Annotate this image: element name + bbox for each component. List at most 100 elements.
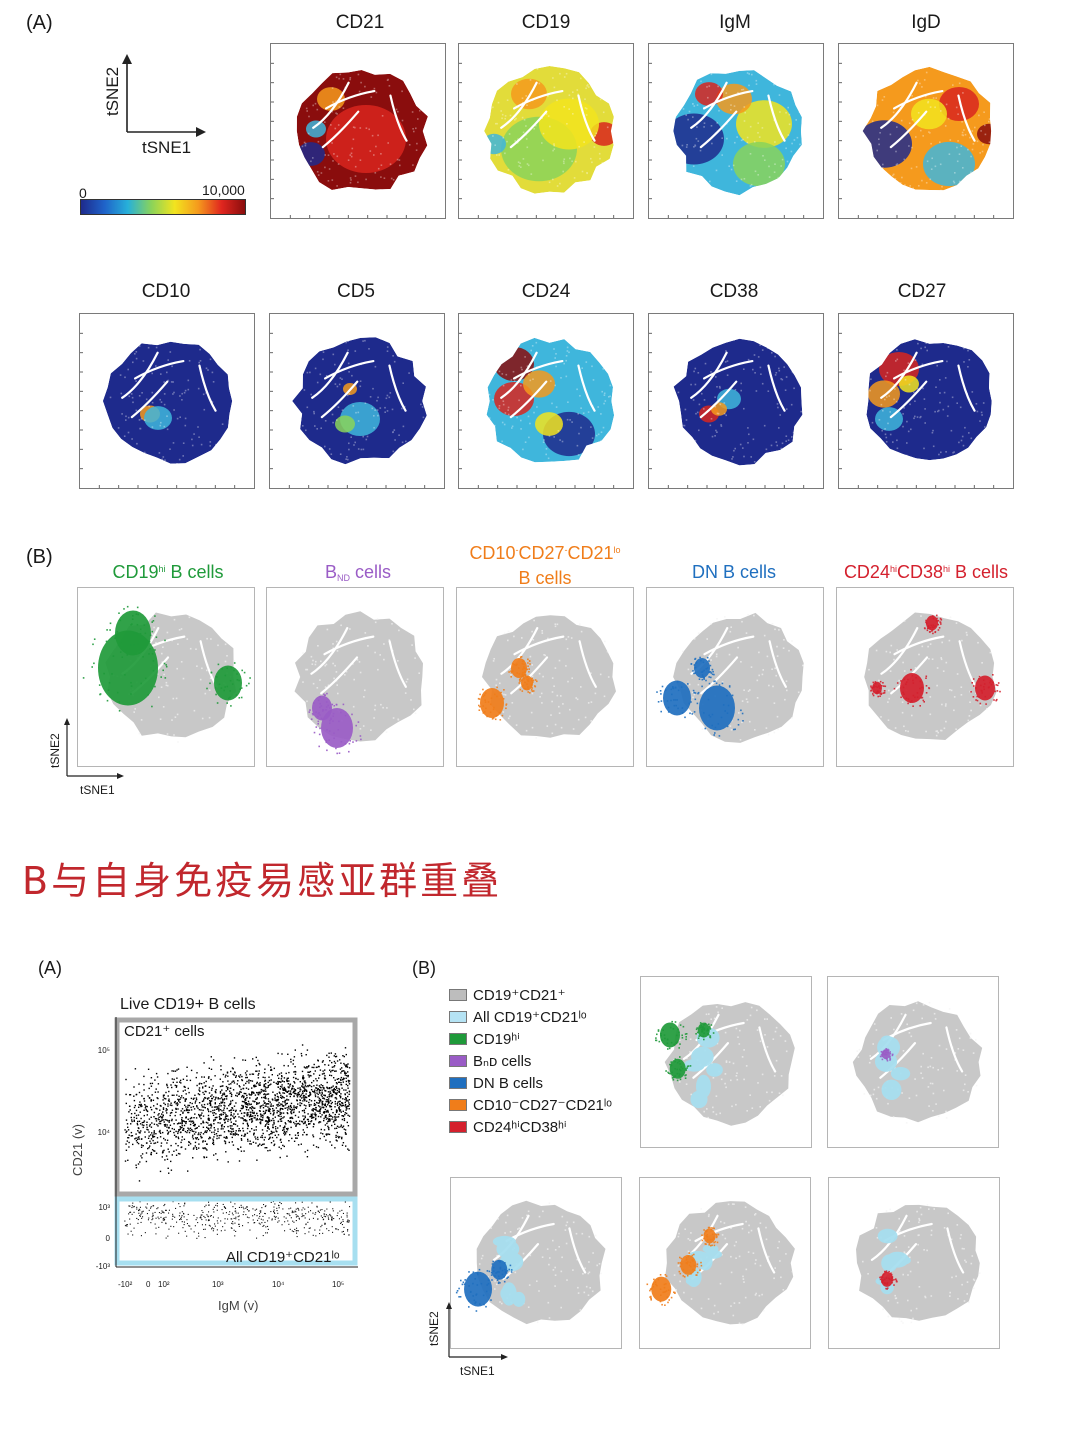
population-legend: CD19⁺CD21⁺ All CD19⁺CD21ˡᵒ CD19ʰⁱ Bₙᴅ ce… bbox=[449, 984, 612, 1138]
legend-item: CD19⁺CD21⁺ bbox=[449, 984, 612, 1006]
population-overlay-dn bbox=[656, 612, 804, 743]
overlay-panel-cd24 bbox=[828, 1177, 1000, 1349]
legend-item: All CD19⁺CD21ˡᵒ bbox=[449, 1006, 612, 1028]
overlay-bnd bbox=[852, 1001, 983, 1124]
axis-key-ylabel: tSNE2 bbox=[103, 66, 122, 116]
marker-title: CD27 bbox=[897, 281, 947, 302]
marker-title: CD19 bbox=[521, 12, 571, 33]
ytick: -10³ bbox=[95, 1262, 110, 1271]
marker-title: CD5 bbox=[336, 281, 375, 302]
figure1-panel-b-label: (B) bbox=[26, 546, 53, 568]
population-panel-bnd bbox=[266, 587, 444, 767]
figure2-panel-a-label: (A) bbox=[38, 958, 62, 978]
tsne-heatmap-cd19 bbox=[459, 62, 615, 218]
tsne-heatmap-cd21 bbox=[271, 62, 428, 218]
overlay-panel-cd19hi bbox=[640, 976, 812, 1148]
population-title-bnd: BND cells bbox=[324, 562, 392, 583]
scatter-xlabel: IgM (v) bbox=[218, 1298, 259, 1313]
figure2-panel-b-label: (B) bbox=[412, 958, 436, 978]
small-axis-ylabel: tSNE2 bbox=[48, 733, 62, 768]
small-axis-xlabel: tSNE1 bbox=[80, 783, 115, 797]
tsne-panel-cd38 bbox=[648, 313, 824, 489]
legend-item: DN B cells bbox=[449, 1072, 612, 1094]
legend-swatch bbox=[449, 989, 467, 1001]
xtick: -10² bbox=[118, 1280, 133, 1289]
colorbar-min: 0 bbox=[79, 185, 87, 201]
overlay-panel-bnd bbox=[827, 976, 999, 1148]
ytick: 0 bbox=[105, 1234, 110, 1243]
legend-swatch bbox=[449, 1077, 467, 1089]
gate-upper-label: CD21⁺ cells bbox=[124, 1023, 205, 1040]
overlay-panel-dn bbox=[450, 1177, 622, 1349]
legend-swatch bbox=[449, 1121, 467, 1133]
population-overlay-cd24 bbox=[864, 612, 1001, 740]
scatter-title: Live CD19+ B cells bbox=[120, 996, 256, 1013]
population-title-dn: DN B cells bbox=[691, 562, 776, 582]
marker-title: CD10 bbox=[141, 281, 191, 302]
tsne-panel-cd24 bbox=[458, 313, 634, 489]
tsne-axis-key-fig2 bbox=[446, 1302, 508, 1360]
overlay-dn bbox=[455, 1200, 606, 1325]
marker-title: IgM bbox=[719, 12, 751, 33]
population-title-cd10-cd27-cd21lo: CD10-CD27-CD21lo B cells bbox=[469, 543, 621, 588]
colorbar bbox=[80, 199, 246, 215]
population-panel-cd24 bbox=[836, 587, 1014, 767]
tsne-heatmap-igm bbox=[649, 62, 805, 218]
marker-title: CD24 bbox=[521, 281, 571, 302]
tsne-axis-key-small bbox=[64, 718, 124, 779]
population-panel-cd10 bbox=[456, 587, 634, 767]
population-panel-cd19hi bbox=[77, 587, 255, 767]
overlay-panel-cd10 bbox=[639, 1177, 811, 1349]
legend-item: CD24ʰⁱCD38ʰⁱ bbox=[449, 1116, 612, 1138]
population-title-cd24hi-cd38hi: CD24hiCD38hi B cells bbox=[843, 562, 1009, 582]
tsne-heatmap-cd24 bbox=[459, 332, 615, 488]
marker-title: CD38 bbox=[709, 281, 759, 302]
legend-swatch bbox=[449, 1011, 467, 1023]
scatter-dots bbox=[124, 1044, 351, 1239]
legend-swatch bbox=[449, 1033, 467, 1045]
xtick: 0 bbox=[146, 1280, 151, 1289]
overlay-cd24 bbox=[856, 1204, 981, 1324]
fig2-axis-xlabel: tSNE1 bbox=[460, 1364, 495, 1378]
tsne-panel-igm bbox=[648, 43, 824, 219]
gate-cd21-low[interactable] bbox=[114, 1196, 358, 1266]
overlay-cd19hi bbox=[655, 1002, 795, 1126]
gate-cd21-positive[interactable] bbox=[114, 1017, 358, 1197]
tsne-panel-cd19 bbox=[458, 43, 634, 219]
tsne-panel-cd5 bbox=[269, 313, 445, 489]
legend-swatch bbox=[449, 1055, 467, 1067]
xtick: 10⁵ bbox=[332, 1280, 345, 1289]
tsne-panel-cd21 bbox=[270, 43, 446, 219]
xtick: 10² bbox=[158, 1280, 170, 1289]
tsne-heatmap-cd5 bbox=[270, 332, 427, 488]
axis-key-xlabel: tSNE1 bbox=[142, 138, 192, 157]
colorbar-max: 10,000 bbox=[202, 182, 245, 198]
tsne-panel-cd10 bbox=[79, 313, 255, 489]
overlay-cd10 bbox=[646, 1201, 795, 1326]
tsne-heatmap-cd10 bbox=[80, 332, 237, 488]
ytick: 10⁵ bbox=[97, 1046, 110, 1055]
population-overlay-cd19hi bbox=[82, 605, 251, 743]
population-overlay-cd10 bbox=[477, 615, 616, 739]
figure1-panel-a-label: (A) bbox=[26, 12, 53, 34]
legend-item: CD19ʰⁱ bbox=[449, 1028, 612, 1050]
marker-title: CD21 bbox=[335, 12, 385, 33]
legend-item: Bₙᴅ cells bbox=[449, 1050, 612, 1072]
tsne-panel-cd27 bbox=[838, 313, 1014, 489]
tsne-heatmap-igd bbox=[839, 62, 995, 218]
gate-lower-label: All CD19⁺CD21ˡᵒ bbox=[226, 1249, 340, 1266]
ytick: 10³ bbox=[98, 1203, 110, 1212]
population-overlay-bnd bbox=[294, 611, 423, 755]
flow-scatter-plot bbox=[114, 1017, 358, 1268]
section-heading: B与自身免疫易感亚群重叠 bbox=[22, 859, 503, 903]
xtick: 10³ bbox=[212, 1280, 224, 1289]
tsne-panel-igd bbox=[838, 43, 1014, 219]
population-title-cd19hi: CD19hi B cells bbox=[112, 562, 224, 582]
xtick: 10⁴ bbox=[272, 1280, 285, 1289]
marker-title: IgD bbox=[911, 12, 941, 33]
fig2-axis-ylabel: tSNE2 bbox=[427, 1311, 441, 1346]
ytick: 10⁴ bbox=[97, 1128, 110, 1137]
legend-swatch bbox=[449, 1099, 467, 1111]
tsne-heatmap-cd38 bbox=[649, 332, 805, 488]
legend-item: CD10⁻CD27⁻CD21ˡᵒ bbox=[449, 1094, 612, 1116]
